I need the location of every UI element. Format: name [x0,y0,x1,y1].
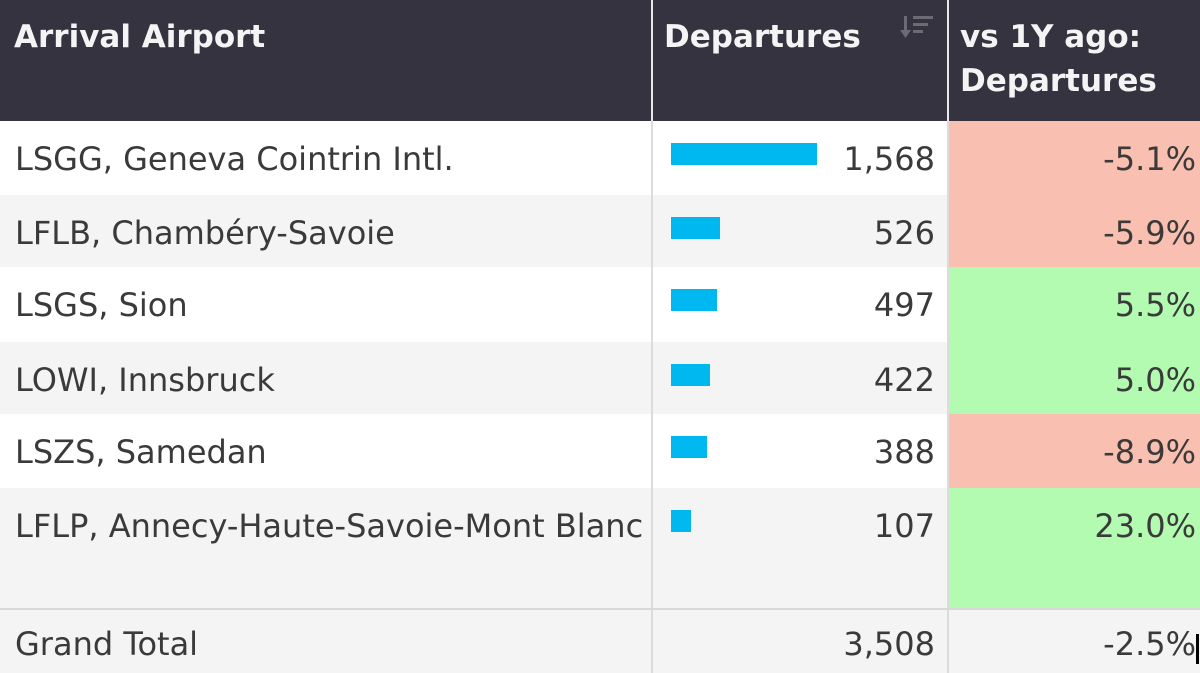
column-header-label: Arrival Airport [14,19,266,55]
departures-value: 422 [873,361,935,399]
airport-name: LSZS, Samedan [15,433,267,471]
column-header-label: Departures [664,19,861,55]
table-row[interactable]: LSZS, Samedan 388 -8.9% [0,414,1200,488]
table-row[interactable]: LOWI, Innsbruck 422 5.0% [0,342,1200,414]
departures-cell: 422 [651,342,947,414]
column-header-label-line1: vs 1Y ago: [960,19,1142,55]
airport-name: LFLP, Annecy-Haute-Savoie-Mont Blanc [15,507,644,545]
departures-bar [671,143,817,165]
departures-bar [671,436,707,458]
table-row[interactable]: LSGG, Geneva Cointrin Intl. 1,568 -5.1% [0,121,1200,195]
departures-cell: 107 [651,488,947,608]
departures-value: 388 [873,433,935,471]
change-vs-1y-ago: -5.9% [947,195,1200,267]
sort-icon[interactable] [899,14,935,40]
change-vs-1y-ago: 5.5% [947,267,1200,342]
grand-total-row: Grand Total 3,508 -2.5% [0,608,1200,673]
table-row[interactable]: LFLB, Chambéry-Savoie 526 -5.9% [0,195,1200,267]
departures-bar [671,217,720,239]
departures-cell: 388 [651,414,947,488]
departures-bar [671,364,710,386]
change-vs-1y-ago: 5.0% [947,342,1200,414]
grand-total-departures-cell: 3,508 [651,610,947,673]
change-vs-1y-ago: -8.9% [947,414,1200,488]
departures-value: 1,568 [843,140,935,178]
column-header-departures[interactable]: Departures [651,0,947,121]
text-cursor [1196,634,1199,664]
airport-name: LSGS, Sion [15,286,188,324]
departures-value: 497 [873,286,935,324]
table-row[interactable]: LFLP, Annecy-Haute-Savoie-Mont Blanc 107 2… [0,488,1200,608]
table-header: Arrival Airport Departures vs 1Y ago: De… [0,0,1200,121]
change-vs-1y-ago: -5.1% [947,121,1200,195]
departures-cell: 497 [651,267,947,342]
grand-total-change: -2.5% [947,610,1200,673]
departures-bar [671,289,717,311]
table-row[interactable]: LSGS, Sion 497 5.5% [0,267,1200,342]
grand-total-label: Grand Total [15,625,199,663]
departures-value: 107 [873,507,935,545]
airport-name: LSGG, Geneva Cointrin Intl. [15,140,454,178]
column-header-vs-1y-ago[interactable]: vs 1Y ago: Departures [947,0,1200,121]
departures-bar [671,510,691,532]
grand-total-departures: 3,508 [843,625,935,663]
airport-name: LOWI, Innsbruck [15,361,275,399]
change-vs-1y-ago: 23.0% [947,488,1200,608]
departures-cell: 1,568 [651,121,947,195]
departures-value: 526 [873,214,935,252]
departures-cell: 526 [651,195,947,267]
column-header-label-line2: Departures [960,63,1157,99]
airport-name: LFLB, Chambéry-Savoie [15,214,395,252]
column-header-arrival-airport[interactable]: Arrival Airport [0,0,651,121]
